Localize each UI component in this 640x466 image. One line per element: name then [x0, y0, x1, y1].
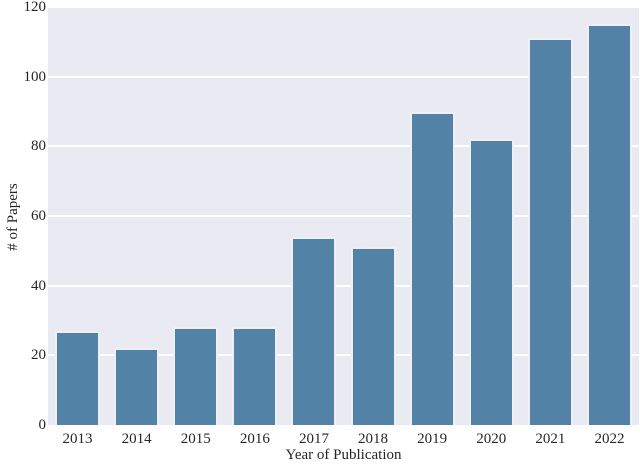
y-tick-label-120: 120 — [23, 0, 47, 15]
x-axis-label: Year of Publication — [285, 447, 402, 463]
bar-2022 — [586, 24, 632, 425]
bar-2021 — [527, 38, 573, 425]
bar-2015 — [173, 327, 219, 425]
y-tick-label-20: 20 — [31, 347, 46, 364]
plot-area — [48, 6, 639, 425]
bar-2014 — [114, 348, 160, 425]
y-tick-label-0: 0 — [38, 417, 47, 433]
bar-2019 — [409, 111, 455, 425]
y-tick-label-80: 80 — [31, 138, 46, 155]
bar-2016 — [232, 327, 278, 425]
gridline-100 — [48, 75, 639, 78]
y-tick-label-100: 100 — [23, 68, 47, 85]
gridline-120 — [48, 6, 639, 8]
x-tick-label-2022: 2022 — [594, 431, 625, 447]
gridline-40 — [48, 284, 639, 287]
x-tick-label-2017: 2017 — [298, 431, 329, 447]
gridline-60 — [48, 215, 639, 217]
x-tick-label-2020: 2020 — [476, 431, 507, 447]
x-tick-label-2018: 2018 — [358, 431, 389, 447]
bar-2013 — [55, 330, 101, 425]
x-tick-label-2016: 2016 — [239, 431, 270, 447]
bar-2018 — [350, 247, 396, 425]
gridline-20 — [48, 354, 639, 357]
x-tick-label-2013: 2013 — [62, 431, 93, 447]
bar-2020 — [468, 139, 514, 425]
y-tick-label-60: 60 — [31, 208, 46, 224]
bar-2017 — [291, 236, 337, 425]
x-tick-label-2014: 2014 — [121, 431, 152, 447]
gridline-80 — [48, 145, 639, 148]
x-tick-label-2019: 2019 — [417, 431, 448, 447]
y-tick-label-40: 40 — [31, 277, 46, 294]
x-tick-label-2015: 2015 — [180, 431, 211, 447]
x-tick-label-2021: 2021 — [535, 431, 566, 447]
